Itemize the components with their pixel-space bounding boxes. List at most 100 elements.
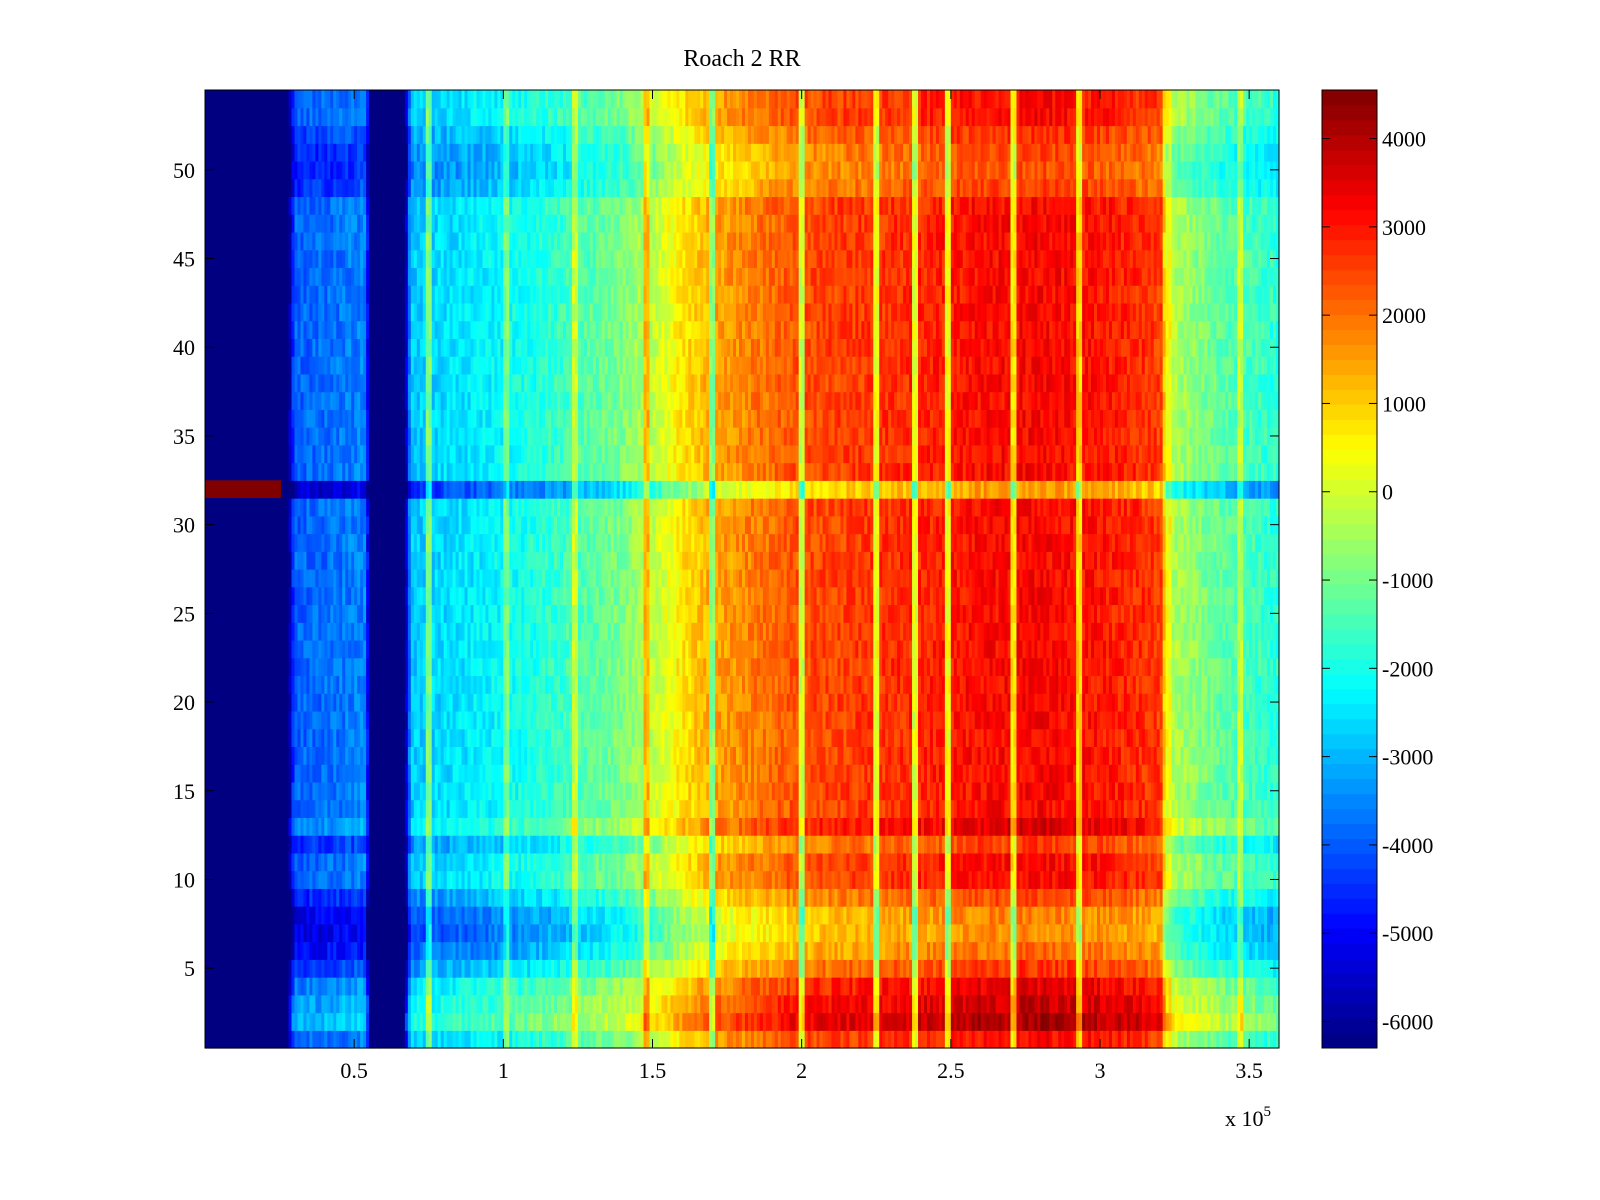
heatmap-cell — [986, 994, 991, 1014]
heatmap-cell — [467, 1030, 472, 1049]
heatmap-cell — [795, 1030, 800, 1049]
heatmap-cell — [604, 1030, 609, 1049]
heatmap-cell — [712, 994, 716, 1014]
heatmap-cell — [1034, 977, 1038, 996]
heatmap-cell — [252, 959, 257, 978]
heatmap-cell — [1028, 959, 1032, 978]
heatmap-cell — [1177, 1030, 1182, 1049]
heatmap-cell — [586, 977, 591, 996]
heatmap-cell — [1246, 1012, 1250, 1031]
heatmap-cell — [995, 1012, 1000, 1031]
heatmap-cell — [1022, 1012, 1027, 1031]
heatmap-cell — [309, 994, 313, 1014]
heatmap-cell — [574, 959, 579, 978]
heatmap-cell — [1040, 1030, 1044, 1049]
heatmap-cell — [1088, 959, 1092, 978]
heatmap-cell — [551, 977, 555, 996]
heatmap-cell — [736, 994, 740, 1014]
heatmap-cell — [1261, 977, 1265, 996]
heatmap-cell — [849, 994, 853, 1014]
heatmap-cell — [703, 994, 707, 1014]
heatmap-cell — [357, 941, 361, 960]
heatmap-cell — [413, 994, 418, 1014]
heatmap-cell — [1186, 994, 1191, 1014]
heatmap-cell — [345, 977, 349, 996]
heatmap-cell — [524, 977, 528, 996]
heatmap-cell — [1219, 959, 1223, 978]
heatmap-cell — [825, 1030, 830, 1049]
heatmap-cell — [1085, 1012, 1089, 1031]
heatmap-cell — [237, 994, 242, 1014]
heatmap-cell — [688, 994, 692, 1014]
heatmap-cell — [422, 1012, 427, 1031]
heatmap-cell — [1195, 959, 1200, 978]
heatmap-cell — [637, 959, 642, 978]
heatmap-cell — [494, 1030, 498, 1049]
heatmap-cell — [1207, 1030, 1211, 1049]
heatmap-cell — [306, 941, 311, 960]
heatmap-cell — [512, 994, 516, 1014]
heatmap-cell — [1177, 959, 1182, 978]
heatmap-cell — [628, 1012, 633, 1031]
heatmap-cell — [282, 959, 287, 978]
heatmap-cell — [950, 994, 955, 1014]
heatmap-cell — [1225, 1012, 1229, 1031]
heatmap-cell — [1144, 994, 1149, 1014]
heatmap-cell — [771, 1030, 776, 1049]
heatmap-cell — [816, 1012, 821, 1031]
heatmap-cell — [497, 994, 501, 1014]
heatmap-cell — [864, 1030, 868, 1049]
heatmap-cell — [1007, 977, 1012, 996]
heatmap-cell — [753, 1012, 758, 1031]
heatmap-cell — [1192, 977, 1197, 996]
heatmap-cell — [419, 1012, 424, 1031]
heatmap-cell — [607, 994, 612, 1014]
heatmap-cell — [921, 1030, 925, 1049]
heatmap-cell — [756, 1030, 761, 1049]
heatmap-cell — [777, 977, 782, 996]
heatmap-cell — [721, 977, 725, 996]
heatmap-cell — [989, 994, 994, 1014]
heatmap-cell — [1114, 1030, 1119, 1049]
heatmap-cell — [345, 994, 349, 1014]
heatmap-cell — [676, 1030, 680, 1049]
heatmap-cell — [697, 994, 701, 1014]
heatmap-cell — [300, 1012, 305, 1031]
heatmap-cell — [398, 959, 403, 978]
heatmap-cell — [524, 1012, 528, 1031]
heatmap-cell — [682, 994, 686, 1014]
heatmap-cell — [267, 994, 272, 1014]
heatmap-cell — [1219, 994, 1223, 1014]
heatmap-cell — [703, 1012, 707, 1031]
heatmap-cell — [297, 959, 302, 978]
heatmap-cell — [500, 1030, 504, 1049]
heatmap-cell — [530, 1030, 534, 1049]
heatmap-cell — [1132, 1012, 1137, 1031]
heatmap-cell — [276, 941, 281, 960]
heatmap-cell — [953, 977, 958, 996]
heatmap-cell — [321, 977, 325, 996]
heatmap-cell — [366, 1012, 370, 1031]
heatmap-cell — [231, 959, 236, 978]
heatmap-cell — [685, 977, 689, 996]
heatmap-cell — [730, 959, 734, 978]
heatmap-cell — [267, 959, 272, 978]
heatmap-cell — [1132, 977, 1137, 996]
heatmap-cell — [228, 941, 233, 960]
heatmap-cell — [1243, 1030, 1247, 1049]
heatmap-cell — [1198, 994, 1203, 1014]
heatmap-cell — [294, 1012, 299, 1031]
heatmap-cell — [747, 1012, 752, 1031]
heatmap-cell — [733, 959, 737, 978]
heatmap-cell — [440, 977, 445, 996]
heatmap-cell — [324, 977, 328, 996]
heatmap-cell — [694, 1030, 698, 1049]
heatmap-cell — [366, 941, 370, 960]
heatmap-cell — [381, 994, 385, 1014]
heatmap-cell — [1213, 959, 1217, 978]
heatmap-cell — [583, 1012, 588, 1031]
heatmap-cell — [682, 977, 686, 996]
heatmap-cell — [804, 959, 809, 978]
heatmap-cell — [697, 959, 701, 978]
heatmap-cell — [1022, 994, 1027, 1014]
